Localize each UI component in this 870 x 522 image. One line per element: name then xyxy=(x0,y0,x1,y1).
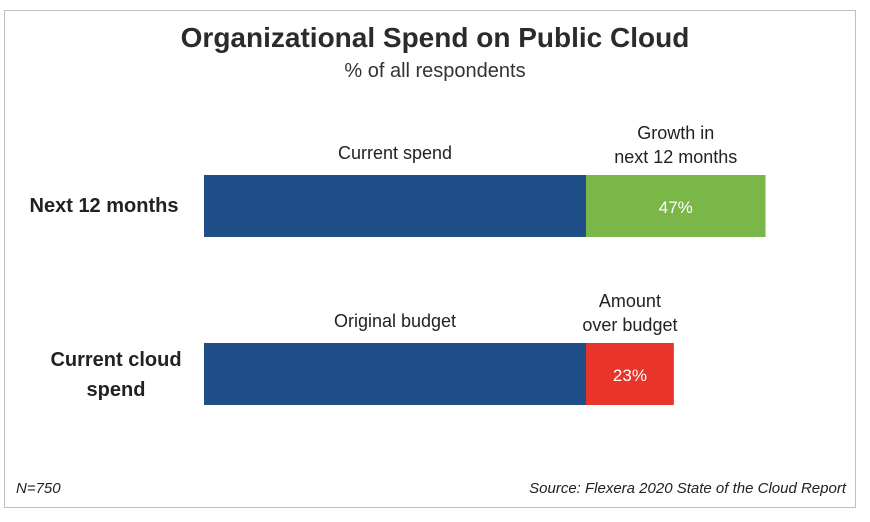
row-label-line-1: Current cloud xyxy=(50,349,182,371)
row-label-line-2: spend xyxy=(86,379,146,401)
bar-value-label: 47% xyxy=(659,198,693,217)
chart-title: Organizational Spend on Public Cloud xyxy=(180,22,690,53)
row-label-current-cloud-spend: Current cloud spend xyxy=(30,345,202,405)
extra-segment-label: over budget xyxy=(582,315,677,335)
bar-extra-segment xyxy=(586,343,674,405)
base-segment-label: Original budget xyxy=(334,311,456,331)
sample-size-note: N=750 xyxy=(16,480,61,497)
extra-segment-label: next 12 months xyxy=(614,147,737,167)
extra-segment-label: Amount xyxy=(599,291,661,311)
row-label-next-12-months: Next 12 months xyxy=(18,191,190,221)
row-label-text: Next 12 months xyxy=(29,195,179,217)
bar-base-segment xyxy=(204,175,586,237)
bar-base-segment xyxy=(204,343,586,405)
extra-segment-label: Growth in xyxy=(637,123,714,143)
source-note: Source: Flexera 2020 State of the Cloud … xyxy=(529,480,846,497)
chart-subtitle: % of all respondents xyxy=(344,60,526,82)
base-segment-label: Current spend xyxy=(338,143,452,163)
bar-value-label: 23% xyxy=(613,366,647,385)
chart-frame xyxy=(4,10,856,508)
bar-extra-segment xyxy=(586,175,766,237)
